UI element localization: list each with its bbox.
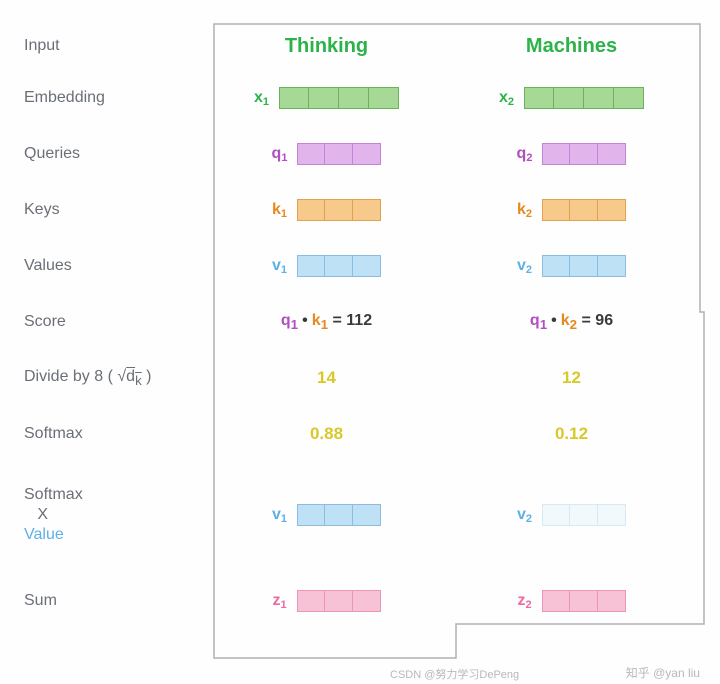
label-sum: Sum — [14, 591, 204, 611]
sym-v1b: v1 — [272, 506, 287, 525]
divide-val-1: 14 — [317, 368, 336, 388]
vec-v2 — [542, 255, 626, 277]
vec-v1b — [297, 504, 381, 526]
col1-embedding: x1 — [204, 87, 449, 109]
row-sum: Sum z1 z2 — [14, 568, 706, 634]
row-input: Input Thinking Machines — [14, 22, 706, 70]
row-keys: Keys k1 k2 — [14, 182, 706, 238]
label-embedding: Embedding — [14, 88, 204, 108]
sym-z1: z1 — [272, 592, 286, 611]
vec-k2 — [542, 199, 626, 221]
vec-q1 — [297, 143, 381, 165]
label-keys: Keys — [14, 200, 204, 220]
sym-x1: x1 — [254, 89, 269, 108]
col1-softmax: 0.88 — [204, 424, 449, 444]
vec-v1 — [297, 255, 381, 277]
col2-queries: q2 — [449, 143, 694, 165]
softmax-val-2: 0.12 — [555, 424, 588, 444]
label-score: Score — [14, 312, 204, 332]
row-queries: Queries q1 q2 — [14, 126, 706, 182]
vec-q2 — [542, 143, 626, 165]
col1-keys: k1 — [204, 199, 449, 221]
sym-v2b: v2 — [517, 506, 532, 525]
label-softmax-x-value: Softmax X Value — [14, 485, 204, 545]
watermark-csdn: CSDN @努力学习DePeng — [390, 666, 519, 682]
vec-x1 — [279, 87, 399, 109]
sym-v2: v2 — [517, 257, 532, 276]
col2-embedding: x2 — [449, 87, 694, 109]
row-softmax-x-value: Softmax X Value v1 v2 — [14, 482, 706, 548]
header-col2: Machines — [526, 35, 617, 58]
sym-q2: q2 — [517, 145, 533, 164]
vec-z1 — [297, 590, 381, 612]
label-input: Input — [14, 36, 204, 56]
vec-v2b — [542, 504, 626, 526]
col2-sxv: v2 — [449, 504, 694, 526]
col2-values: v2 — [449, 255, 694, 277]
col1-score: q1•k1 = 112 — [204, 312, 449, 332]
softmax-val-1: 0.88 — [310, 424, 343, 444]
row-values: Values v1 v2 — [14, 238, 706, 294]
vec-x2 — [524, 87, 644, 109]
header-col1: Thinking — [285, 35, 368, 58]
divide-val-2: 12 — [562, 368, 581, 388]
sym-v1: v1 — [272, 257, 287, 276]
sym-q1: q1 — [272, 145, 288, 164]
vec-k1 — [297, 199, 381, 221]
col2-score: q1•k2 = 96 — [449, 312, 694, 332]
row-softmax: Softmax 0.88 0.12 — [14, 406, 706, 462]
sym-k1: k1 — [272, 201, 287, 220]
col1-sxv: v1 — [204, 504, 449, 526]
col1-values: v1 — [204, 255, 449, 277]
row-divide: Divide by 8 ( √dk ) 14 12 — [14, 350, 706, 406]
col1-queries: q1 — [204, 143, 449, 165]
label-queries: Queries — [14, 144, 204, 164]
score-expr-1: q1•k1 = 112 — [281, 312, 372, 332]
col2-softmax: 0.12 — [449, 424, 694, 444]
col1-divide: 14 — [204, 368, 449, 388]
col2-input: Machines — [449, 35, 694, 58]
col1-sum: z1 — [204, 590, 449, 612]
score-expr-2: q1•k2 = 96 — [530, 312, 613, 332]
label-divide: Divide by 8 ( √dk ) — [14, 367, 204, 390]
row-score: Score q1•k1 = 112 q1•k2 = 96 — [14, 294, 706, 350]
col2-sum: z2 — [449, 590, 694, 612]
col1-input: Thinking — [204, 35, 449, 58]
watermark-zhihu: 知乎 @yan liu — [626, 664, 700, 681]
sym-x2: x2 — [499, 89, 514, 108]
row-embedding: Embedding x1 x2 — [14, 70, 706, 126]
sym-z2: z2 — [517, 592, 531, 611]
col2-keys: k2 — [449, 199, 694, 221]
label-softmax: Softmax — [14, 424, 204, 444]
label-values: Values — [14, 256, 204, 276]
sym-k2: k2 — [517, 201, 532, 220]
col2-divide: 12 — [449, 368, 694, 388]
vec-z2 — [542, 590, 626, 612]
diagram: Input Thinking Machines Embedding x1 x2 … — [14, 22, 706, 662]
